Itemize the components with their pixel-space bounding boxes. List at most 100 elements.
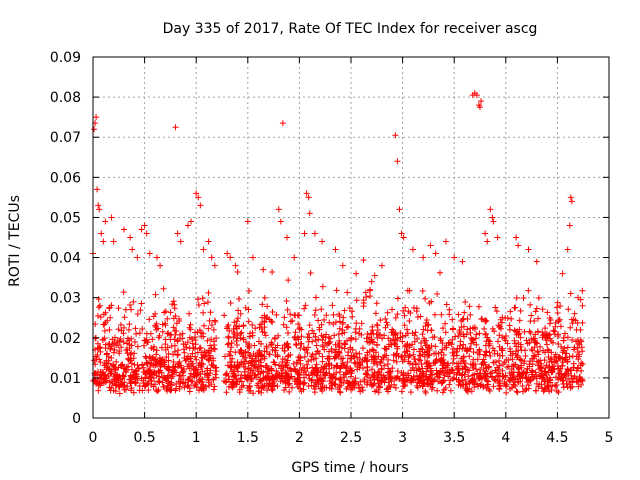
data-point xyxy=(374,322,381,329)
data-point xyxy=(490,359,497,366)
data-point xyxy=(187,353,194,360)
data-point xyxy=(106,340,113,347)
data-point xyxy=(330,311,337,318)
data-point xyxy=(208,336,215,343)
data-point xyxy=(548,387,555,394)
data-point xyxy=(211,383,218,390)
data-point xyxy=(123,346,130,353)
data-point xyxy=(547,355,554,362)
data-point xyxy=(244,384,251,391)
data-point xyxy=(394,158,401,165)
data-point xyxy=(104,350,111,357)
data-point xyxy=(106,305,113,312)
data-point xyxy=(474,380,481,387)
data-point xyxy=(176,331,183,338)
data-point xyxy=(264,303,271,310)
data-point xyxy=(371,272,378,279)
data-point xyxy=(457,338,464,345)
data-point xyxy=(494,364,501,371)
data-point xyxy=(414,313,421,320)
data-point xyxy=(194,329,201,336)
data-point xyxy=(237,335,244,342)
data-point xyxy=(319,358,326,365)
data-point xyxy=(240,334,247,341)
data-point xyxy=(111,367,118,374)
data-point xyxy=(97,359,104,366)
data-point xyxy=(413,308,420,315)
data-point xyxy=(514,389,521,396)
data-point xyxy=(422,295,429,302)
data-point xyxy=(278,365,285,372)
data-point xyxy=(235,307,242,314)
data-point xyxy=(557,323,564,330)
data-point xyxy=(318,364,325,371)
data-point xyxy=(264,313,271,320)
data-point xyxy=(195,194,202,201)
data-point xyxy=(169,301,176,308)
data-point xyxy=(467,311,474,318)
data-point xyxy=(512,361,519,368)
data-point xyxy=(97,314,104,321)
data-point xyxy=(401,356,408,363)
data-point xyxy=(312,307,319,314)
data-point xyxy=(223,389,230,396)
data-point xyxy=(384,361,391,368)
data-point xyxy=(166,386,173,393)
data-point xyxy=(547,317,554,324)
data-point xyxy=(387,384,394,391)
data-point xyxy=(236,378,243,385)
data-point xyxy=(332,246,339,253)
data-point xyxy=(340,379,347,386)
data-point xyxy=(243,339,250,346)
data-point xyxy=(459,316,466,323)
data-point xyxy=(319,337,326,344)
data-point xyxy=(476,366,483,373)
data-point xyxy=(201,300,208,307)
data-point xyxy=(437,335,444,342)
data-point xyxy=(133,370,140,377)
data-point xyxy=(543,341,550,348)
data-point xyxy=(208,361,215,368)
data-point xyxy=(551,359,558,366)
data-point xyxy=(551,328,558,335)
data-point xyxy=(109,336,116,343)
data-point xyxy=(189,360,196,367)
data-point xyxy=(258,389,265,396)
data-point xyxy=(303,190,310,197)
data-point xyxy=(549,339,556,346)
data-point xyxy=(344,359,351,366)
data-point xyxy=(210,326,217,333)
data-point xyxy=(225,333,232,340)
data-point xyxy=(503,381,510,388)
data-point xyxy=(291,254,298,261)
data-point xyxy=(221,378,228,385)
data-point xyxy=(452,333,459,340)
data-point xyxy=(110,362,117,369)
data-point xyxy=(396,206,403,213)
data-point xyxy=(404,348,411,355)
data-point xyxy=(194,349,201,356)
data-point xyxy=(173,328,180,335)
data-point xyxy=(352,336,359,343)
data-point xyxy=(513,234,520,241)
data-point xyxy=(457,382,464,389)
data-point xyxy=(150,313,157,320)
data-point xyxy=(97,348,104,355)
data-point xyxy=(387,337,394,344)
data-point xyxy=(364,356,371,363)
data-point xyxy=(372,356,379,363)
data-point xyxy=(576,373,583,380)
data-point xyxy=(154,388,161,395)
data-point xyxy=(120,372,127,379)
data-point xyxy=(370,330,377,337)
data-point xyxy=(563,350,570,357)
data-point xyxy=(339,319,346,326)
data-point xyxy=(191,382,198,389)
data-point xyxy=(464,326,471,333)
data-point xyxy=(256,350,263,357)
data-point xyxy=(462,344,469,351)
data-point xyxy=(245,318,252,325)
data-point xyxy=(297,340,304,347)
data-point xyxy=(326,378,333,385)
data-point xyxy=(282,369,289,376)
